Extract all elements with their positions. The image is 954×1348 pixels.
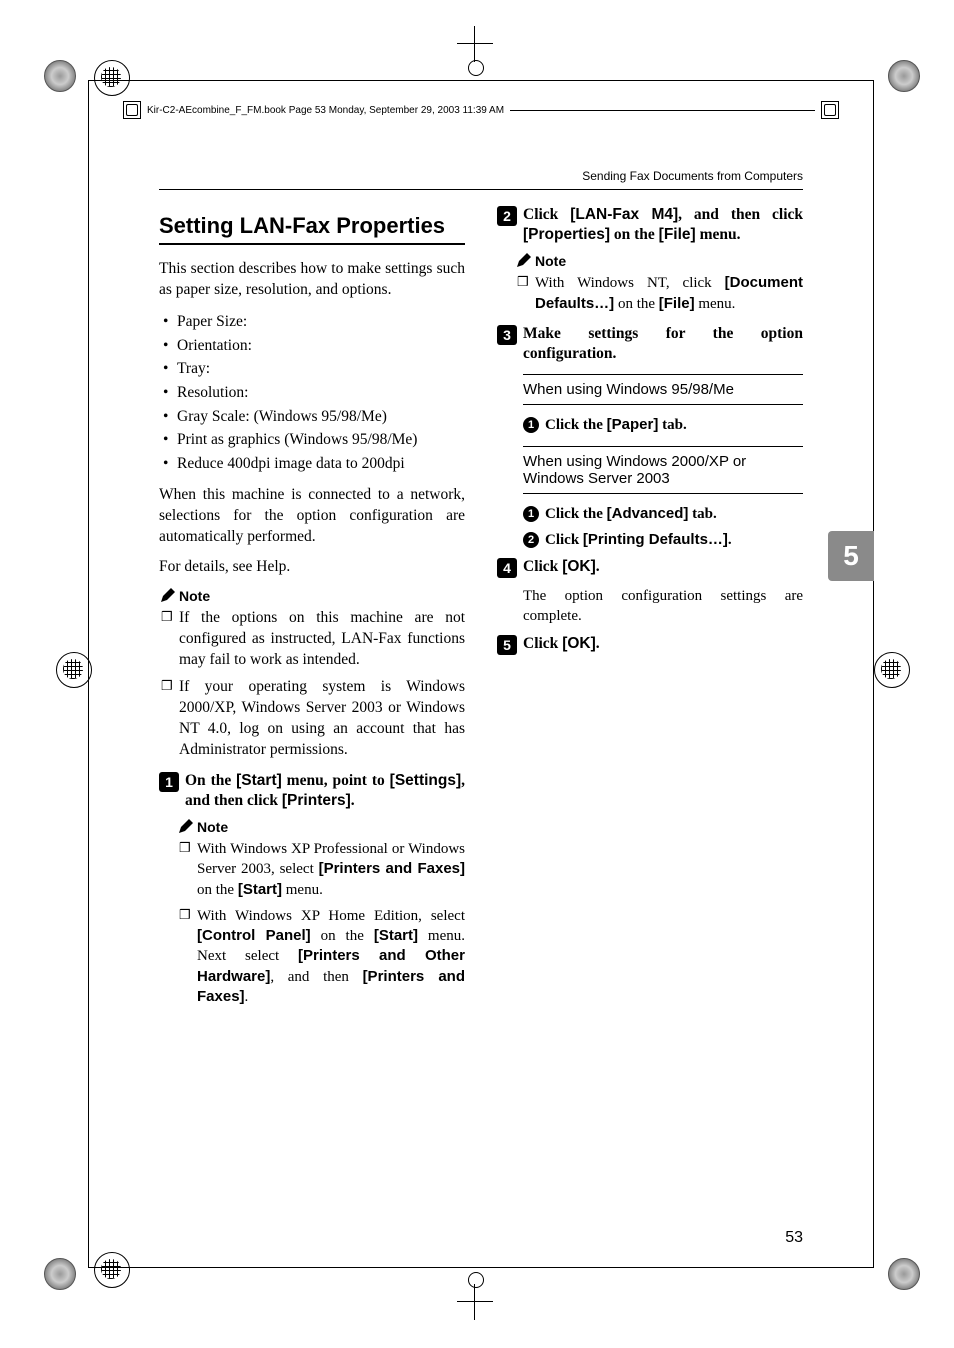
- subsection-heading: When using Windows 95/98/Me: [523, 374, 803, 405]
- note-item: With Windows XP Professional or Windows …: [177, 839, 465, 900]
- step-number: 3: [497, 325, 517, 345]
- substep: 1 Click the [Paper] tab.: [523, 415, 803, 436]
- page-number: 53: [785, 1229, 803, 1247]
- step-1: 1 On the [Start] menu, point to [Setting…: [159, 771, 465, 811]
- note-label: Note: [535, 253, 566, 269]
- note-icon: [159, 588, 175, 604]
- book-icon: [123, 101, 141, 119]
- crop-mark: [44, 60, 76, 92]
- bullet-item: Resolution:: [159, 382, 465, 404]
- right-column: 2 Click [LAN-Fax M4], and then click [Pr…: [497, 205, 803, 1227]
- header-file-info: Kir-C2-AEcombine_F_FM.book Page 53 Monda…: [147, 105, 504, 116]
- paragraph: When this machine is connected to a netw…: [159, 485, 465, 548]
- page-frame: Kir-C2-AEcombine_F_FM.book Page 53 Monda…: [88, 80, 874, 1268]
- subsection-heading: When using Windows 2000/XP or Windows Se…: [523, 446, 803, 494]
- step-text: Click [OK].: [523, 634, 803, 655]
- substep-text: Click [Printing Defaults…].: [545, 530, 803, 551]
- content-columns: Setting LAN-Fax Properties This section …: [159, 205, 803, 1227]
- note-heading: Note: [159, 588, 465, 604]
- substep-text: Click the [Paper] tab.: [545, 415, 803, 436]
- crop-mark: [888, 1258, 920, 1290]
- bullet-item: Reduce 400dpi image data to 200dpi: [159, 453, 465, 475]
- crop-mark: [888, 60, 920, 92]
- step-5: 5 Click [OK].: [497, 634, 803, 655]
- step-text: Click [OK].: [523, 557, 803, 578]
- step-number: 1: [159, 772, 179, 792]
- step-number: 5: [497, 635, 517, 655]
- note-list: If the options on this machine are not c…: [159, 608, 465, 760]
- book-icon: [821, 101, 839, 119]
- properties-bullets: Paper Size: Orientation: Tray: Resolutio…: [159, 311, 465, 475]
- thin-rule: [159, 189, 803, 190]
- crosshair-circle: [468, 60, 484, 76]
- substep-number: 2: [523, 532, 539, 548]
- note-heading: Note: [515, 253, 803, 269]
- note-label: Note: [197, 819, 228, 835]
- note-icon: [515, 253, 531, 269]
- note-list: With Windows XP Professional or Windows …: [177, 839, 465, 1007]
- step-text: Make settings for the option configurati…: [523, 324, 803, 364]
- bullet-item: Gray Scale: (Windows 95/98/Me): [159, 406, 465, 428]
- substep-text: Click the [Advanced] tab.: [545, 504, 803, 525]
- running-head: Sending Fax Documents from Computers: [582, 169, 803, 183]
- intro-paragraph: This section describes how to make setti…: [159, 259, 465, 301]
- substep-number: 1: [523, 417, 539, 433]
- crop-mark: [44, 1258, 76, 1290]
- substep: 2 Click [Printing Defaults…].: [523, 530, 803, 551]
- step-number: 4: [497, 558, 517, 578]
- note-icon: [177, 819, 193, 835]
- chapter-tab: 5: [828, 531, 874, 581]
- left-column: Setting LAN-Fax Properties This section …: [159, 205, 465, 1227]
- step-2: 2 Click [LAN-Fax M4], and then click [Pr…: [497, 205, 803, 245]
- crosshair-circle: [468, 1272, 484, 1288]
- step-4: 4 Click [OK].: [497, 557, 803, 578]
- book-header: Kir-C2-AEcombine_F_FM.book Page 53 Monda…: [123, 101, 839, 119]
- note-item: If the options on this machine are not c…: [159, 608, 465, 671]
- step-text: Click [LAN-Fax M4], and then click [Prop…: [523, 205, 803, 245]
- note-item: With Windows XP Home Edition, select [Co…: [177, 906, 465, 1007]
- step-4-body: The option configuration settings are co…: [523, 586, 803, 627]
- crosshair-bottom: [465, 1292, 485, 1312]
- substep-number: 1: [523, 506, 539, 522]
- header-rule: [510, 110, 815, 111]
- substep: 1 Click the [Advanced] tab.: [523, 504, 803, 525]
- bullet-item: Tray:: [159, 358, 465, 380]
- step-number: 2: [497, 206, 517, 226]
- step-3: 3 Make settings for the option configura…: [497, 324, 803, 364]
- paragraph: For details, see Help.: [159, 557, 465, 578]
- section-title: Setting LAN-Fax Properties: [159, 213, 465, 245]
- step-1-notes: Note With Windows XP Professional or Win…: [159, 819, 465, 1007]
- registration-mark: [56, 652, 90, 686]
- registration-mark: [874, 652, 908, 686]
- note-item: If your operating system is Windows 2000…: [159, 677, 465, 761]
- crosshair-top: [465, 34, 485, 54]
- bullet-item: Print as graphics (Windows 95/98/Me): [159, 429, 465, 451]
- note-item: With Windows NT, click [Document Default…: [515, 273, 803, 314]
- bullet-item: Orientation:: [159, 335, 465, 357]
- step-text: On the [Start] menu, point to [Settings]…: [185, 771, 465, 811]
- bullet-item: Paper Size:: [159, 311, 465, 333]
- note-list: With Windows NT, click [Document Default…: [515, 273, 803, 314]
- step-2-notes: Note With Windows NT, click [Document De…: [497, 253, 803, 314]
- note-heading: Note: [177, 819, 465, 835]
- note-label: Note: [179, 588, 210, 604]
